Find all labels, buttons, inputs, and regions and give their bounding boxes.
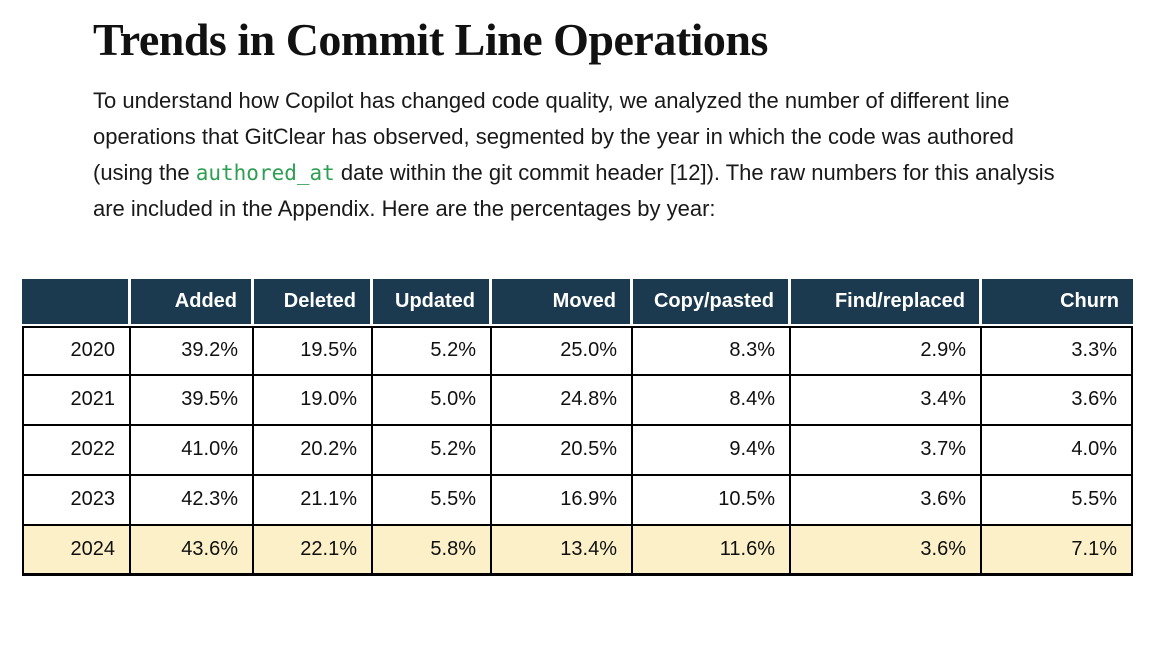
table-cell: 11.6% [633, 525, 791, 576]
year-cell: 2020 [22, 325, 131, 376]
table-cell: 24.8% [492, 375, 633, 426]
header-cell-updated: Updated [373, 278, 492, 326]
year-cell: 2022 [22, 425, 131, 476]
table-cell: 42.3% [131, 475, 254, 526]
year-cell: 2023 [22, 475, 131, 526]
table-cell: 13.4% [492, 525, 633, 576]
commit-operations-table-container: Added Deleted Updated Moved Copy/pasted … [22, 278, 1139, 576]
header-cell-year [22, 278, 131, 326]
table-cell: 10.5% [633, 475, 791, 526]
table-cell: 7.1% [982, 525, 1133, 576]
table-cell: 19.0% [254, 375, 373, 426]
intro-paragraph: To understand how Copilot has changed co… [93, 83, 1073, 227]
year-cell: 2024 [22, 525, 131, 576]
header-cell-find-replaced: Find/replaced [791, 278, 982, 326]
paragraph-text-after: date within the git commit header [12]).… [93, 159, 1055, 221]
table-cell: 8.4% [633, 375, 791, 426]
table-cell: 39.5% [131, 375, 254, 426]
table-cell: 43.6% [131, 525, 254, 576]
header-cell-copy-pasted: Copy/pasted [633, 278, 791, 326]
paragraph-text-before: To understand how Copilot has changed co… [93, 87, 1014, 185]
table-cell: 41.0% [131, 425, 254, 476]
table-cell: 5.2% [373, 325, 492, 376]
header-cell-moved: Moved [492, 278, 633, 326]
table-cell: 21.1% [254, 475, 373, 526]
table-cell: 3.4% [791, 375, 982, 426]
page-title: Trends in Commit Line Operations [93, 14, 768, 65]
table-cell: 8.3% [633, 325, 791, 376]
table-cell: 3.6% [791, 525, 982, 576]
table-row-2021: 2021 39.5% 19.0% 5.0% 24.8% 8.4% 3.4% 3.… [22, 375, 1133, 426]
table-row-2022: 2022 41.0% 20.2% 5.2% 20.5% 9.4% 3.7% 4.… [22, 425, 1133, 476]
table-header-row: Added Deleted Updated Moved Copy/pasted … [22, 278, 1133, 326]
table-cell: 3.6% [791, 475, 982, 526]
table-cell: 19.5% [254, 325, 373, 376]
year-cell: 2021 [22, 375, 131, 426]
table-cell: 3.6% [982, 375, 1133, 426]
table-cell: 20.5% [492, 425, 633, 476]
table-row-2023: 2023 42.3% 21.1% 5.5% 16.9% 10.5% 3.6% 5… [22, 475, 1133, 526]
table-cell: 3.7% [791, 425, 982, 476]
table-cell: 5.0% [373, 375, 492, 426]
table-row-2024-highlighted: 2024 43.6% 22.1% 5.8% 13.4% 11.6% 3.6% 7… [22, 525, 1133, 576]
table-cell: 5.8% [373, 525, 492, 576]
table-cell: 20.2% [254, 425, 373, 476]
table-row-2020: 2020 39.2% 19.5% 5.2% 25.0% 8.3% 2.9% 3.… [22, 325, 1133, 376]
table-cell: 22.1% [254, 525, 373, 576]
header-cell-deleted: Deleted [254, 278, 373, 326]
table-cell: 16.9% [492, 475, 633, 526]
table-cell: 3.3% [982, 325, 1133, 376]
table-cell: 5.2% [373, 425, 492, 476]
commit-operations-table: Added Deleted Updated Moved Copy/pasted … [22, 278, 1133, 576]
table-cell: 5.5% [982, 475, 1133, 526]
inline-code-authored-at: authored_at [195, 160, 335, 185]
table-cell: 25.0% [492, 325, 633, 376]
header-cell-added: Added [131, 278, 254, 326]
table-cell: 9.4% [633, 425, 791, 476]
table-cell: 2.9% [791, 325, 982, 376]
article-section: Trends in Commit Line Operations To unde… [0, 0, 1161, 227]
table-cell: 4.0% [982, 425, 1133, 476]
table-cell: 39.2% [131, 325, 254, 376]
header-cell-churn: Churn [982, 278, 1133, 326]
table-cell: 5.5% [373, 475, 492, 526]
